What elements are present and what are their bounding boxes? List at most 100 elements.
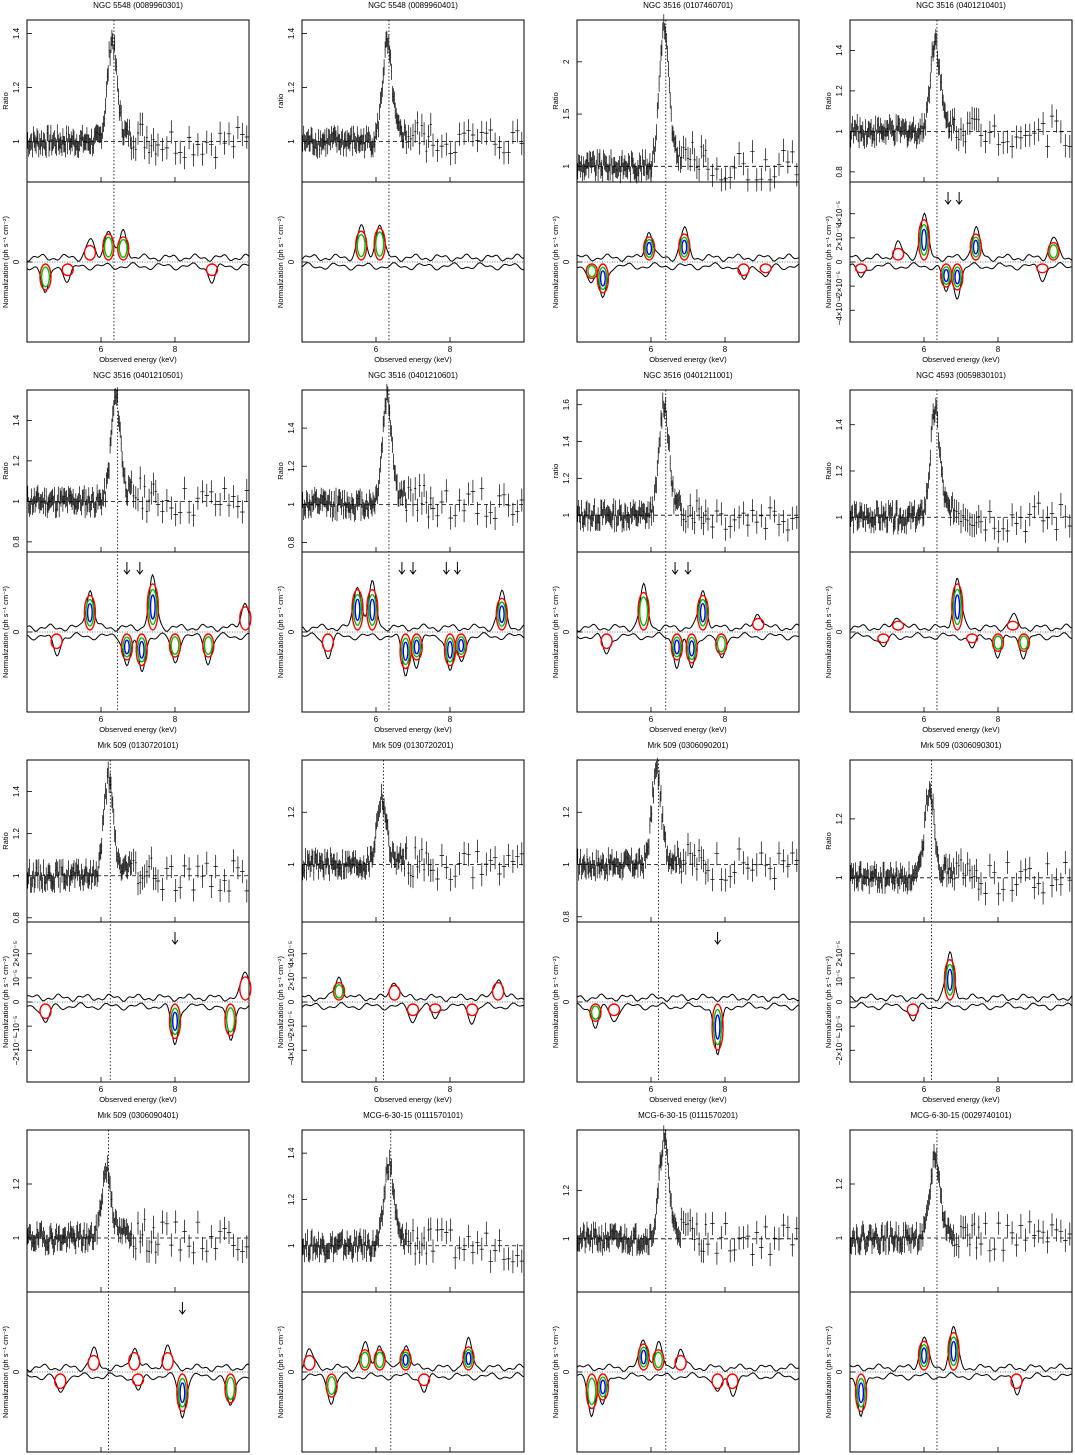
ratio-ytick-label: 1.2 bbox=[287, 1193, 296, 1205]
ratio-ytick-label: 1.2 bbox=[835, 813, 844, 825]
ratio-ytick-label: 1.2 bbox=[562, 472, 571, 484]
norm-ylabel: Normalization (ph s⁻¹ cm⁻²) bbox=[551, 1325, 560, 1418]
emission-contour bbox=[497, 601, 507, 627]
x-axis-label: Observed energy (keV) bbox=[99, 1095, 177, 1104]
ratio-frame bbox=[849, 1129, 1073, 1293]
absorption-arrow bbox=[714, 932, 721, 945]
lower-envelope bbox=[576, 1002, 800, 1056]
ratio-ytick-label: 1 bbox=[835, 1235, 844, 1240]
ratio-ytick-label: 1 bbox=[12, 139, 21, 144]
norm-ylabel: Normalization (ph s⁻¹ cm⁻²) bbox=[551, 215, 560, 308]
xtick-label: 6 bbox=[649, 1085, 654, 1094]
lower-envelope bbox=[849, 1372, 1073, 1418]
lower-envelope bbox=[849, 632, 1073, 660]
emission-contour bbox=[638, 1346, 649, 1368]
emission-contour bbox=[352, 593, 363, 626]
emission-contour bbox=[360, 1351, 370, 1369]
emission-contour bbox=[921, 228, 928, 252]
ratio-ytick-label: 1.2 bbox=[12, 828, 21, 840]
ratio-data bbox=[577, 757, 799, 892]
absorption-contour bbox=[587, 1377, 597, 1406]
emission-contour bbox=[367, 593, 377, 626]
lower-envelope bbox=[576, 262, 800, 299]
absorption-contour bbox=[715, 633, 728, 655]
absorption-contour bbox=[1010, 1373, 1023, 1390]
absorption-contour bbox=[179, 1382, 186, 1404]
xtick-label: 6 bbox=[374, 715, 379, 724]
absorption-contour bbox=[726, 1373, 739, 1390]
panel-title: MCG-6-30-15 (0111570101) bbox=[363, 1111, 463, 1120]
absorption-arrow bbox=[409, 562, 417, 575]
ratio-ytick-label: 1 bbox=[835, 515, 844, 520]
absorption-contour bbox=[429, 1003, 442, 1014]
absorption-contour bbox=[454, 633, 468, 658]
ratio-ytick-label: 1 bbox=[562, 512, 571, 517]
ratio-ytick-label: 1.4 bbox=[12, 414, 21, 426]
absorption-contour bbox=[50, 633, 63, 650]
emission-contour bbox=[303, 1354, 316, 1371]
ratio-frame bbox=[849, 759, 1073, 923]
ratio-ylabel: Ratio bbox=[1, 462, 10, 480]
ratio-frame bbox=[26, 1129, 250, 1293]
emission-contour bbox=[752, 617, 765, 631]
ratio-ytick-label: 1.4 bbox=[12, 785, 21, 797]
absorption-contour bbox=[854, 263, 868, 274]
xtick-label: 6 bbox=[374, 1085, 379, 1094]
ratio-frame bbox=[849, 19, 1073, 183]
ratio-ytick-label: 1.4 bbox=[287, 422, 296, 434]
ratio-frame bbox=[301, 389, 525, 553]
ratio-ytick-label: 1 bbox=[835, 129, 844, 134]
panel: NGC 3516 (0401211001) 1 1.2 1.4 1.6 ratio 0Nor… bbox=[551, 371, 800, 734]
absorption-contour bbox=[954, 269, 961, 285]
emission-contour bbox=[463, 1349, 474, 1368]
panel-title: NGC 5548 (0089960301) bbox=[93, 1, 183, 10]
absorption-contour bbox=[39, 1003, 52, 1020]
emission-contour bbox=[358, 1349, 372, 1371]
absorption-contour bbox=[123, 639, 130, 655]
ratio-ytick-label: 1.6 bbox=[562, 399, 571, 411]
absorption-contour bbox=[120, 633, 134, 661]
x-axis-label: Observed energy (keV) bbox=[374, 725, 452, 734]
ratio-frame bbox=[26, 389, 250, 553]
emission-contour bbox=[943, 958, 957, 1001]
norm-ylabel: Normalization (ph s⁻¹ cm⁻²) bbox=[1, 585, 10, 678]
absorption-contour bbox=[171, 1011, 178, 1031]
absorption-contour bbox=[137, 637, 147, 663]
ratio-ytick-label: 1.2 bbox=[12, 1178, 21, 1190]
emission-contour bbox=[952, 588, 962, 626]
emission-contour bbox=[699, 603, 706, 623]
ratio-ytick-label: 2 bbox=[562, 59, 571, 64]
emission-contour bbox=[917, 1340, 931, 1371]
x-axis-label: Observed energy (keV) bbox=[649, 725, 727, 734]
emission-contour bbox=[946, 968, 953, 992]
norm-ytick-label: 0 bbox=[287, 999, 296, 1004]
xtick-label: 8 bbox=[448, 345, 453, 354]
emission-contour bbox=[674, 1354, 687, 1371]
xtick-label: 6 bbox=[374, 345, 379, 354]
panel: NGC 3516 (0401210601) 0.8 1 1.2 1.4 Ratio 0Nor… bbox=[276, 371, 525, 734]
absorption-contour bbox=[1019, 635, 1029, 650]
emission-contour bbox=[947, 1331, 960, 1371]
x-axis-label: Observed energy (keV) bbox=[374, 1095, 452, 1104]
panel-title: NGC 3516 (0401210601) bbox=[368, 371, 458, 380]
absorption-contour bbox=[224, 1373, 237, 1404]
absorption-contour bbox=[711, 1373, 724, 1390]
absorption-arrow bbox=[671, 562, 679, 575]
ratio-data bbox=[27, 387, 249, 527]
xtick-label: 8 bbox=[996, 715, 1001, 724]
ratio-ytick-label: 1.4 bbox=[835, 419, 844, 431]
panel-title: NGC 3516 (0401211001) bbox=[643, 371, 733, 380]
upper-envelope bbox=[301, 976, 525, 1002]
absorption-contour bbox=[585, 263, 598, 280]
xtick-label: 6 bbox=[922, 345, 927, 354]
upper-envelope bbox=[849, 212, 1073, 262]
absorption-contour bbox=[417, 1373, 431, 1387]
ratio-data bbox=[302, 783, 524, 892]
norm-ytick-label: 4×10⁻⁵ bbox=[835, 201, 844, 227]
norm-ytick-label: 0 bbox=[835, 259, 844, 264]
ratio-ytick-label: 0.8 bbox=[835, 166, 844, 178]
xtick-label: 8 bbox=[448, 715, 453, 724]
ratio-ytick-label: 1.2 bbox=[287, 81, 296, 93]
absorption-contour bbox=[466, 1003, 479, 1017]
emission-contour bbox=[116, 236, 130, 261]
